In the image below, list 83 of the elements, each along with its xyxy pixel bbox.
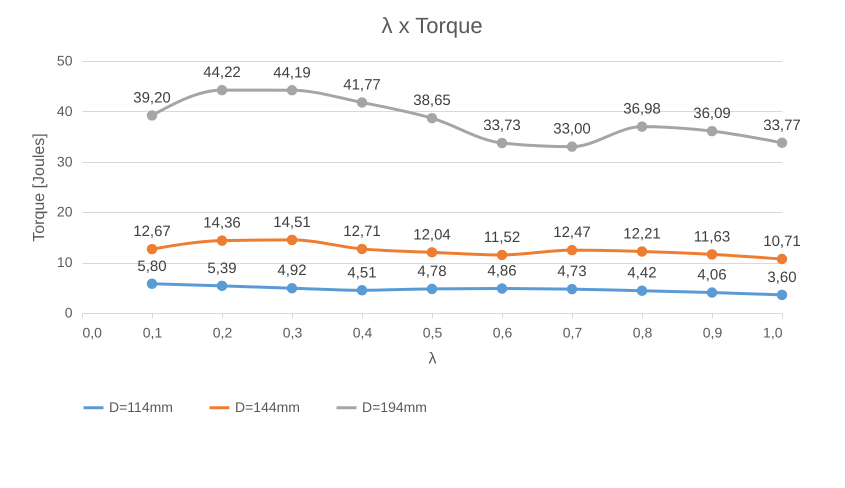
x-tick-label: 1,0 [763, 324, 783, 340]
point [566, 141, 578, 152]
data-label: 14,36 [203, 214, 241, 232]
y-tick-label: 40 [56, 102, 73, 119]
x-tick-label: 0,3 [282, 324, 302, 340]
point [216, 235, 228, 246]
data-label: 4,78 [417, 262, 447, 280]
point [706, 287, 718, 298]
point [216, 84, 228, 96]
point [706, 249, 718, 260]
point [496, 138, 508, 148]
point [776, 290, 788, 300]
data-label: 12,71 [343, 222, 381, 240]
data-label: 4,73 [557, 263, 587, 280]
data-label: 36,09 [693, 105, 731, 122]
point [776, 138, 788, 148]
y-tick-label: 50 [56, 52, 73, 68]
data-label: 39,20 [133, 89, 171, 106]
data-label: 4,51 [347, 264, 377, 282]
x-tick-label: 0,5 [422, 324, 442, 340]
data-label: 38,65 [413, 92, 451, 110]
x-tick-label: 0,7 [562, 324, 582, 340]
point [636, 121, 648, 132]
point [426, 112, 438, 124]
point [566, 244, 578, 256]
x-tick-label: 0,0 [82, 324, 102, 340]
point [496, 250, 508, 260]
data-label: 14,51 [273, 214, 311, 231]
point [356, 244, 368, 254]
data-label: 11,63 [694, 228, 730, 246]
chart-title: λ x Torque [381, 13, 483, 38]
point [426, 284, 438, 294]
data-label: 5,39 [207, 260, 237, 277]
legend-label: D=144mm [235, 398, 300, 415]
point [566, 284, 578, 294]
x-tick-label: 0,2 [212, 324, 232, 340]
point [496, 283, 508, 294]
point [356, 285, 368, 296]
point [146, 278, 158, 289]
data-label: 4,06 [697, 266, 727, 284]
point [286, 234, 298, 246]
x-axis-title: λ [428, 350, 436, 368]
data-label: 12,47 [553, 224, 591, 242]
y-tick-label: 0 [64, 304, 73, 320]
x-tick-label: 0,1 [142, 324, 162, 340]
data-label: 4,92 [277, 262, 307, 280]
x-tick-label: 0,9 [702, 324, 722, 340]
data-label: 5,80 [137, 258, 167, 275]
point [286, 85, 298, 96]
legend-label: D=114mm [109, 398, 173, 415]
data-label: 44,19 [273, 64, 311, 82]
x-tick-label: 0,6 [492, 324, 512, 340]
data-label: 4,86 [487, 262, 517, 280]
data-label: 41,77 [343, 76, 381, 94]
x-tick-label: 0,8 [632, 324, 652, 340]
data-label: 12,04 [413, 226, 451, 244]
data-label: 12,21 [623, 225, 661, 242]
x-tick-label: 0,4 [352, 324, 372, 340]
data-label: 44,22 [203, 64, 241, 82]
legend-label: D=194mm [362, 398, 427, 415]
point [636, 285, 648, 296]
point [286, 282, 298, 294]
data-label: 12,67 [133, 223, 171, 240]
data-label: 33,00 [553, 120, 591, 138]
point [426, 247, 438, 258]
point [146, 110, 158, 121]
point [356, 97, 368, 108]
y-tick-label: 10 [56, 254, 73, 270]
y-axis-title: Torque [Joules] [30, 133, 48, 242]
point [636, 246, 648, 257]
data-label: 36,98 [623, 100, 661, 118]
point [146, 244, 158, 254]
data-label: 4,42 [627, 264, 657, 282]
y-tick-label: 30 [56, 153, 73, 170]
data-label: 33,77 [763, 116, 801, 134]
point [776, 254, 788, 264]
data-label: 10,71 [763, 233, 801, 250]
point [216, 280, 228, 292]
data-label: 3,60 [767, 268, 797, 286]
point [706, 126, 718, 136]
data-label: 33,73 [483, 117, 521, 134]
y-tick-label: 20 [56, 204, 73, 220]
data-label: 11,52 [484, 228, 520, 246]
